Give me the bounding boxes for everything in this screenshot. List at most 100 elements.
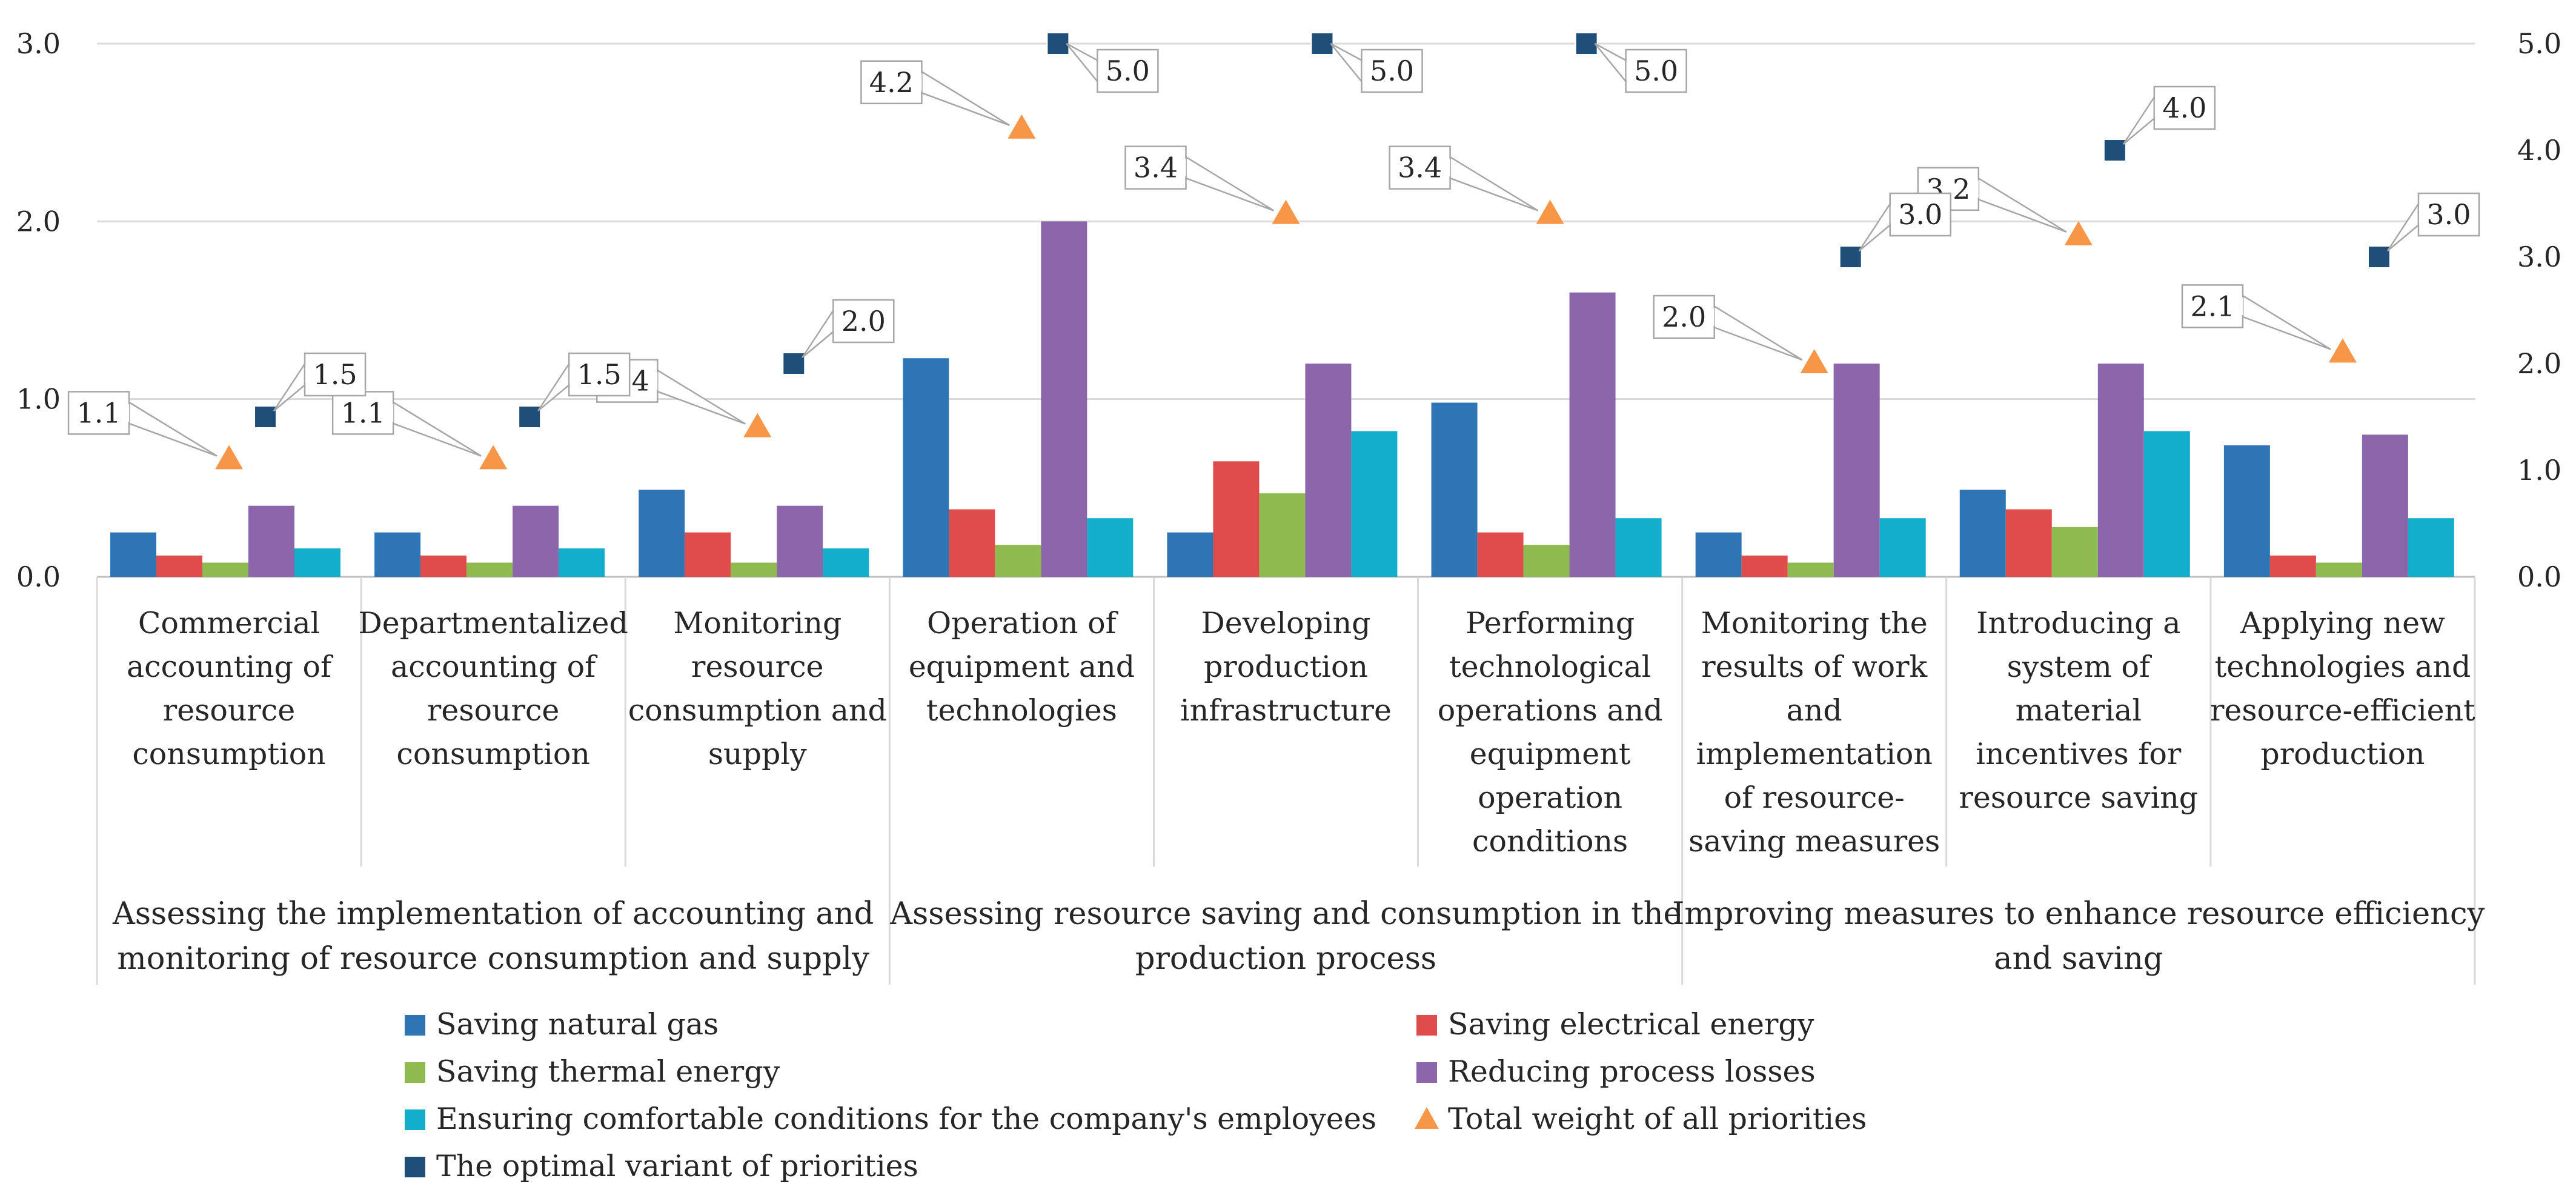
svg-text:3.0: 3.0 [2426, 198, 2471, 231]
bar-saving-electrical-energy [156, 555, 202, 577]
bar-saving-natural-gas [1431, 402, 1478, 577]
bar-saving-natural-gas [110, 532, 156, 577]
y-axis-tick-label: 0.0 [16, 560, 61, 593]
bar-saving-natural-gas [2223, 445, 2270, 577]
svg-text:1.1: 1.1 [341, 396, 385, 429]
data-label-optimal-variant: 2.0 [802, 299, 895, 358]
category-label: Applying new technologies and resource-eff… [2210, 606, 2475, 771]
group-labels: Assessing the implementation of accounti… [112, 896, 2485, 977]
bar-reducing-process-losses [777, 505, 823, 577]
legend-item-saving-natural-gas: Saving natural gas [405, 1007, 719, 1042]
bar-ensuring-comfortable-conditions-for-the-company-s-employees [1087, 518, 1134, 577]
marker-total-weight [215, 445, 244, 470]
svg-text:5.0: 5.0 [1370, 55, 1414, 87]
bar-saving-thermal-energy [2051, 527, 2098, 577]
legend-swatch [1415, 1107, 1439, 1129]
svg-text:4.0: 4.0 [2162, 91, 2206, 124]
bar-saving-thermal-energy [466, 562, 513, 577]
data-label-total-weight: 4.2 [860, 60, 1011, 126]
bar-saving-thermal-energy [731, 562, 777, 577]
marker-optimal-variant [1575, 32, 1598, 55]
legend-swatch [405, 1109, 425, 1130]
category-label: Performing technological operations and equ… [1438, 606, 1663, 859]
category-label: Monitoring the results of work and implemen… [1688, 606, 1940, 859]
bar-saving-electrical-energy [685, 532, 731, 577]
marker-series [215, 32, 2391, 470]
marker-optimal-variant [1310, 32, 1334, 55]
category-label: Commercial accounting of resource consumpti… [127, 606, 334, 771]
y2-axis-tick-label: 0.0 [2517, 560, 2561, 593]
category-label: Operation of equipment and technologies [909, 606, 1135, 728]
bar-reducing-process-losses [1041, 221, 1087, 577]
data-label-optimal-variant: 1.5 [537, 352, 631, 411]
marker-optimal-variant [782, 352, 806, 375]
svg-text:1.1: 1.1 [76, 396, 121, 429]
axis-ticks: 0.0 1.0 2.0 3.0 0.0 1.0 2.0 3.0 4.0 5.0 [16, 27, 2561, 593]
bar-saving-electrical-energy [1477, 532, 1524, 577]
legend-label: Total weight of all priorities [1448, 1102, 1867, 1136]
bar-saving-natural-gas [1959, 490, 2006, 577]
bar-ensuring-comfortable-conditions-for-the-company-s-employees [1615, 518, 1662, 577]
y2-axis-tick-label: 2.0 [2517, 347, 2561, 380]
marker-total-weight [743, 413, 772, 437]
legend-swatch [405, 1062, 425, 1083]
group-label: Assessing the implementation of accounti… [112, 896, 874, 977]
svg-text:3.4: 3.4 [1134, 151, 1178, 184]
data-label-optimal-variant: 3.0 [2386, 192, 2480, 251]
bar-saving-thermal-energy [202, 562, 248, 577]
bar-saving-electrical-energy [2269, 555, 2316, 577]
category-label: Introducing a system of material incentives… [1959, 606, 2198, 815]
data-label-optimal-variant: 5.0 [1066, 42, 1159, 93]
legend-item-total-weight-of-all-priorities: Total weight of all priorities [1415, 1102, 1867, 1136]
legend-item-saving-thermal-energy: Saving thermal energy [405, 1054, 780, 1089]
y-axis-tick-label: 2.0 [16, 205, 61, 238]
bar-saving-thermal-energy [2315, 562, 2362, 577]
bar-saving-electrical-energy [2005, 509, 2052, 577]
y2-axis-tick-label: 4.0 [2517, 134, 2561, 167]
legend-label: Reducing process losses [1448, 1054, 1816, 1089]
marker-optimal-variant [518, 405, 542, 428]
bar-saving-natural-gas [1167, 532, 1213, 577]
data-label-total-weight: 1.1 [67, 391, 217, 457]
data-label-total-weight: 2.0 [1653, 294, 1803, 361]
bar-reducing-process-losses [1569, 292, 1616, 577]
data-label-total-weight: 3.4 [1124, 145, 1275, 211]
legend-label: Ensuring comfortable conditions for the … [436, 1102, 1376, 1136]
marker-optimal-variant [2367, 245, 2391, 268]
data-label-total-weight: 3.4 [1389, 145, 1539, 211]
y2-axis-tick-label: 5.0 [2517, 27, 2561, 60]
data-label-total-weight: 1.1 [331, 391, 482, 457]
legend: Saving natural gas Saving electrical ener… [405, 1007, 1867, 1183]
bar-ensuring-comfortable-conditions-for-the-company-s-employees [2143, 431, 2190, 577]
bar-saving-electrical-energy [1741, 555, 1788, 577]
svg-text:5.0: 5.0 [1106, 55, 1150, 87]
group-label: Improving measures to enhance resource e… [1672, 896, 2485, 977]
legend-label: Saving thermal energy [436, 1054, 780, 1089]
legend-swatch [1416, 1015, 1437, 1036]
svg-text:2.0: 2.0 [842, 305, 886, 338]
marker-total-weight [2064, 221, 2093, 245]
bar-saving-natural-gas [639, 490, 685, 577]
svg-text:5.0: 5.0 [1634, 55, 1678, 87]
data-label-total-weight: 2.1 [2181, 284, 2331, 350]
marker-total-weight [1007, 114, 1036, 139]
category-labels: Commercial accounting of resource consumpti… [127, 606, 2475, 859]
category-label: Developing production infrastructure [1180, 606, 1392, 728]
legend-item-saving-electrical-energy: Saving electrical energy [1416, 1007, 1814, 1042]
data-label-optimal-variant: 4.0 [2122, 85, 2216, 145]
group-label: Assessing resource saving and consumptio… [889, 896, 1681, 977]
y-axis-tick-label: 3.0 [16, 27, 61, 60]
svg-text:4.2: 4.2 [869, 66, 914, 99]
bar-ensuring-comfortable-conditions-for-the-company-s-employees [1879, 518, 1926, 577]
data-label-optimal-variant: 5.0 [1330, 42, 1423, 93]
marker-total-weight [1536, 199, 1564, 224]
data-labels: 1.11.11.44.23.43.42.03.22.11.51.52.05.05… [67, 42, 2480, 457]
bar-series [110, 221, 2454, 577]
marker-optimal-variant [254, 405, 277, 428]
bar-saving-thermal-energy [1259, 493, 1306, 577]
bar-saving-electrical-energy [1213, 461, 1260, 577]
bar-reducing-process-losses [1305, 364, 1352, 577]
bar-reducing-process-losses [2097, 364, 2144, 577]
marker-optimal-variant [1046, 32, 1070, 55]
